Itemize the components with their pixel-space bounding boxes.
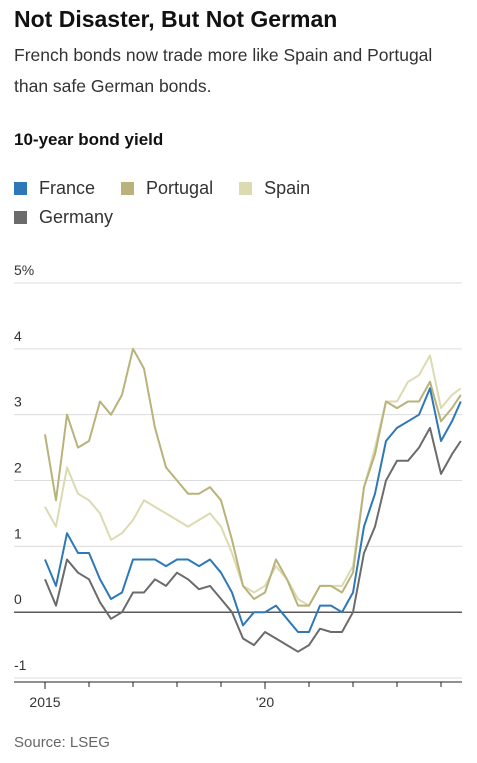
legend: France Portugal Spain Germany bbox=[14, 178, 414, 228]
legend-label: Portugal bbox=[146, 178, 214, 198]
legend-item: France bbox=[14, 178, 95, 199]
source: Source: LSEG bbox=[14, 734, 110, 751]
legend-swatch bbox=[239, 182, 253, 195]
legend-swatch bbox=[121, 182, 135, 195]
legend-item: Portugal bbox=[121, 178, 213, 199]
legend-item: Spain bbox=[239, 178, 310, 199]
y-axis-label: 10-year bond yield bbox=[14, 130, 164, 149]
chart-subtitle: French bonds now trade more like Spain a… bbox=[14, 45, 433, 96]
y-tick-label: 0 bbox=[14, 591, 22, 607]
legend-label: Germany bbox=[39, 207, 114, 227]
series-line bbox=[44, 426, 462, 653]
y-tick-label: 3 bbox=[14, 394, 22, 410]
series-line bbox=[44, 354, 462, 607]
x-tick-label: '20 bbox=[256, 694, 274, 710]
series-line bbox=[44, 347, 462, 607]
legend-label: Spain bbox=[264, 178, 311, 198]
legend-item: Germany bbox=[14, 207, 113, 228]
y-tick-label: 2 bbox=[14, 460, 22, 476]
legend-label: France bbox=[39, 178, 96, 198]
legend-swatch bbox=[14, 182, 27, 195]
chart-title: Not Disaster, But Not German bbox=[14, 6, 338, 32]
legend-swatch bbox=[14, 211, 27, 224]
series-line bbox=[44, 387, 462, 633]
x-tick-label: 2015 bbox=[29, 694, 60, 710]
y-tick-label: 1 bbox=[14, 525, 22, 541]
y-tick-label: 5% bbox=[14, 262, 34, 278]
y-tick-label: 4 bbox=[14, 328, 22, 344]
y-tick-label: -1 bbox=[14, 657, 27, 673]
